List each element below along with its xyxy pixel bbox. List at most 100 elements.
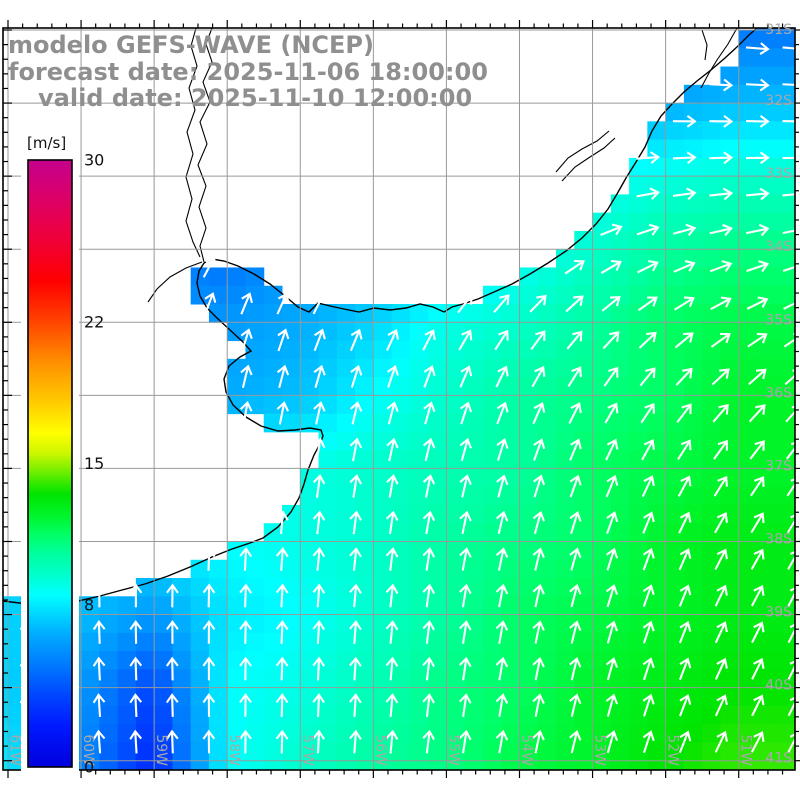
wind-arrow [313,364,326,388]
wind-arrow [672,187,697,201]
wind-arrow [673,260,696,273]
wind-arrow [750,584,765,607]
wind-arrow [642,511,655,534]
longitude-label: 52W [665,734,681,766]
wind-arrow [782,187,795,201]
wind-arrow [276,510,289,535]
wind-arrow [312,292,327,315]
wind-arrow [605,693,619,717]
wind-arrow [349,620,362,644]
wind-arrow [349,656,362,681]
wind-arrow [349,510,362,535]
colorbar-tick-label: 15 [84,454,104,473]
wind-arrow [240,292,253,315]
colorbar-unit-label: [m/s] [27,134,66,152]
wind-arrow [787,621,795,644]
wind-arrow [385,729,399,754]
wind-arrow [565,295,584,313]
wind-arrow [532,729,545,754]
wind-arrow [569,474,582,498]
wind-arrow [423,365,436,388]
wind-arrow [459,437,472,462]
colorbar-tick-label: 22 [84,312,104,331]
longitude-label: 59W [153,734,169,766]
wind-arrow [422,620,436,644]
wind-arrow [495,693,509,717]
wind-arrow [385,693,399,717]
wind-arrow [745,187,770,201]
wind-arrow [349,401,363,425]
wind-arrow [459,365,473,388]
wind-arrow [709,78,734,92]
wind-arrow [239,620,252,644]
wind-arrow [783,296,795,310]
wind-arrow [239,729,252,754]
wind-arrow [165,693,179,717]
wind-arrow [239,583,252,608]
wind-arrow [532,474,546,498]
coastline-path [2,27,758,605]
wind-arrow [710,332,731,348]
longitude-label: 56W [372,734,388,766]
wind-arrow [713,475,728,497]
longitude-label: 57W [299,734,315,766]
wind-arrow [92,620,106,644]
wind-arrow [642,584,655,608]
wind-arrow [605,657,619,681]
wind-arrow [422,693,435,717]
wind-arrow [745,42,770,55]
wind-arrow [349,583,362,608]
wind-arrow [92,693,106,717]
wind-arrow [782,115,795,128]
wind-arrow [459,583,472,608]
wind-arrow [711,368,730,386]
wind-arrow [637,259,659,274]
river-path [555,130,610,173]
wind-arrow [787,548,795,570]
wind-arrow [529,294,547,313]
wind-arrow [751,621,765,644]
latitude-label: 38S [765,531,792,547]
wind-arrow [532,620,545,644]
wind-arrow [129,583,143,608]
wind-arrow [386,364,399,388]
wind-arrow [532,693,545,717]
wind-arrow [677,439,692,461]
wind-arrow [495,656,509,681]
coastline-path [700,27,738,89]
wind-arrow [714,621,728,644]
wind-arrow [459,510,472,535]
wind-arrow [276,292,290,315]
wind-arrow [350,364,363,388]
wind-arrow [636,223,660,236]
wind-arrow [569,620,582,644]
wind-arrow [678,548,692,571]
wind-arrow [600,259,622,274]
wind-arrow [459,474,472,498]
wind-arrow [495,547,509,571]
model-title: modelo GEFS-WAVE (NCEP) [8,31,374,59]
wind-arrow [786,512,795,534]
wind-arrow [239,656,252,681]
wind-arrow [783,332,795,348]
wind-arrow [745,115,770,128]
wind-arrow [714,694,728,717]
wind-arrow [782,78,795,92]
wind-arrow [569,583,582,608]
wind-arrow [129,729,142,754]
wind-arrow [746,223,770,237]
wind-arrow [605,584,619,608]
coastline-path [701,29,708,61]
wind-arrow [605,730,619,754]
wind-arrow [674,332,694,349]
wind-arrow [640,402,655,424]
latitude-label: 32S [765,93,792,109]
wind-arrow [495,620,509,644]
wind-arrow [166,583,179,608]
wind-arrow [275,656,289,681]
wind-arrow [349,328,363,352]
wind-arrow [312,437,326,462]
wind-arrow [165,729,179,754]
longitude-label: 60W [80,734,96,766]
